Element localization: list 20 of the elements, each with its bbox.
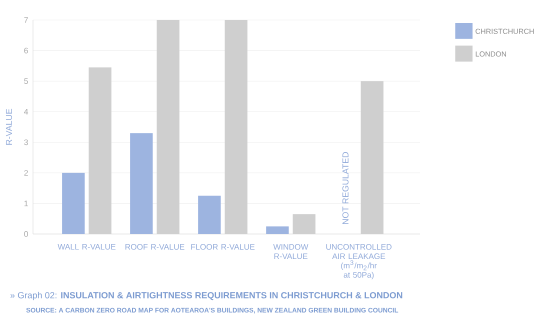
y-tick-label: 1 <box>24 200 28 206</box>
annotation: NOT REGULATED <box>342 152 349 224</box>
y-axis-title: R-VALUE <box>6 108 12 145</box>
y-tick-label: 7 <box>24 17 28 23</box>
bar <box>130 133 153 234</box>
y-tick-label: 2 <box>24 170 28 176</box>
y-tick-label: 5 <box>24 78 28 84</box>
x-tick-label: WALL R-VALUE <box>58 244 116 250</box>
bar <box>266 226 289 234</box>
x-tick-label: ROOF R-VALUE <box>125 244 184 250</box>
y-tick-label: 6 <box>24 48 28 54</box>
bar <box>198 196 221 234</box>
x-tick-label: UNCONTROLLED AIR LEAKAGE (m$^{3}$/m$_{2}$/hr at 50Pa) <box>326 244 392 280</box>
text: » Graph 02: INSULATION & AIRTIGHTNESS REQUIREMENTS IN CHRISTCHURCH & LONDON <box>10 292 402 300</box>
bar <box>62 172 85 234</box>
y-tick-label: 0 <box>24 231 28 237</box>
x-tick-label: FLOOR R-VALUE <box>191 244 255 250</box>
y-tick-label: 4 <box>24 108 28 114</box>
x-tick-label: WINDOW R-VALUE <box>273 244 308 260</box>
y-tick-label: 3 <box>24 139 28 146</box>
